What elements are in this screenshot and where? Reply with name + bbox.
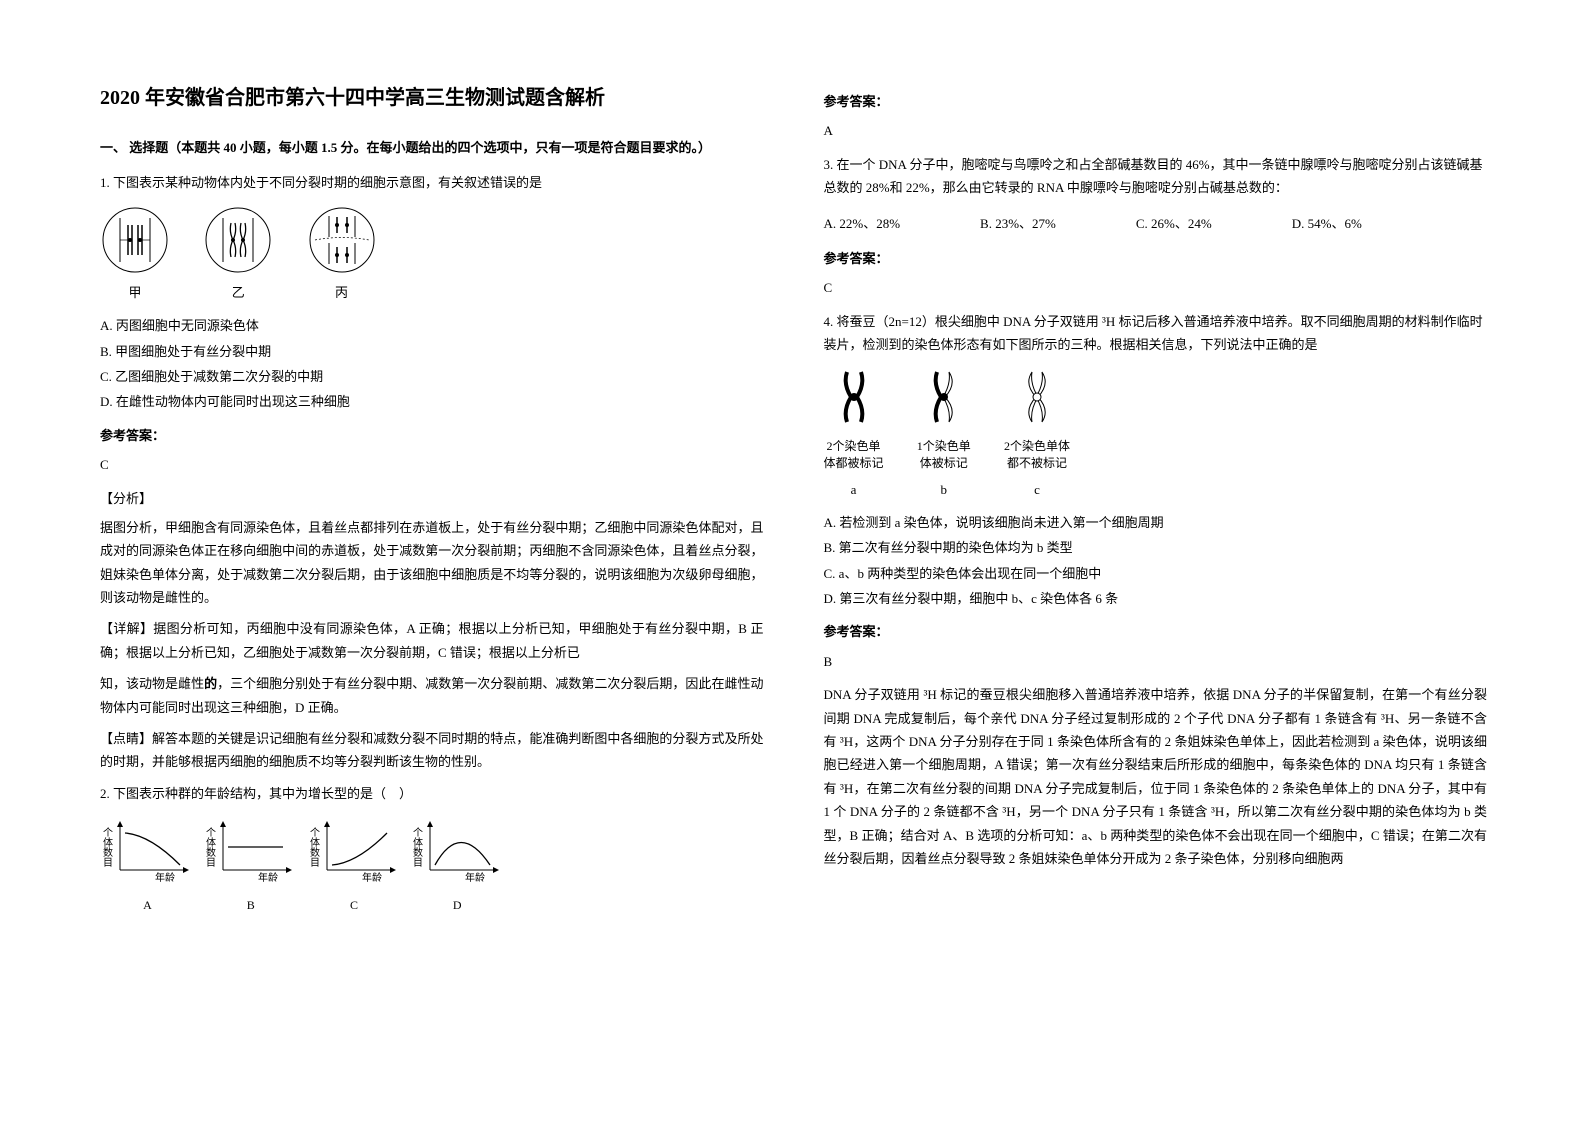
chrom-a-sub: a bbox=[824, 478, 884, 501]
q1-detail-p2: 知，该动物是雌性的，三个细胞分别处于有丝分裂中期、减数第一次分裂前期、减数第二次… bbox=[100, 672, 764, 719]
chrom-b-sub: b bbox=[917, 478, 971, 501]
chart-c-xaxis: 年龄 bbox=[362, 871, 382, 884]
q2-stem: 2. 下图表示种群的年龄结构，其中为增长型的是（ ） bbox=[100, 782, 764, 805]
chart-b-label: B bbox=[203, 895, 298, 917]
q1-detail-p: 【详解】据图分析可知，丙细胞中没有同源染色体，A 正确；根据以上分析已知，甲细胞… bbox=[100, 617, 764, 664]
chart-b: 个体数目 年龄 B bbox=[203, 815, 298, 916]
right-column: 参考答案： A 3. 在一个 DNA 分子中，胞嘧啶与鸟嘌呤之和占全部碱基数目的… bbox=[824, 80, 1488, 1042]
q4-options: A. 若检测到 a 染色体，说明该细胞尚未进入第一个细胞周期 B. 第二次有丝分… bbox=[824, 511, 1488, 611]
chrom-c: 2个染色单体都不被标记 c bbox=[1004, 367, 1070, 501]
q1-answer-label: 参考答案： bbox=[100, 424, 764, 447]
chart-d-yaxis: 个体数目 bbox=[410, 827, 422, 867]
q4-opt-b: B. 第二次有丝分裂中期的染色体均为 b 类型 bbox=[824, 536, 1488, 559]
chart-b-svg: 个体数目 年龄 bbox=[203, 815, 298, 885]
q4-answer-label: 参考答案： bbox=[824, 620, 1488, 643]
q1-stem: 1. 下图表示某种动物体内处于不同分裂时期的细胞示意图，有关叙述错误的是 bbox=[100, 171, 764, 194]
q3-answer: C bbox=[824, 276, 1488, 299]
cell-bing-svg bbox=[307, 205, 377, 275]
q1-opt-a: A. 丙图细胞中无同源染色体 bbox=[100, 314, 764, 337]
q2-answer-label: 参考答案： bbox=[824, 90, 1488, 113]
q1-hint: 【点睛】解答本题的关键是识记细胞有丝分裂和减数分裂不同时期的特点，能准确判断图中… bbox=[100, 727, 764, 774]
q4-opt-c: C. a、b 两种类型的染色体会出现在同一个细胞中 bbox=[824, 562, 1488, 585]
cell-bing: 丙 bbox=[307, 205, 377, 304]
chart-b-yaxis: 个体数目 bbox=[204, 827, 216, 867]
q3-opt-a: A. 22%、28% bbox=[824, 212, 901, 235]
chart-d-svg: 个体数目 年龄 bbox=[410, 815, 505, 885]
chart-d-xaxis: 年龄 bbox=[465, 871, 485, 884]
q4-opt-d: D. 第三次有丝分裂中期，细胞中 b、c 染色体各 6 条 bbox=[824, 587, 1488, 610]
chrom-a: 2个染色单体都被标记 a bbox=[824, 367, 884, 501]
q3-stem: 3. 在一个 DNA 分子中，胞嘧啶与鸟嘌呤之和占全部碱基数目的 46%，其中一… bbox=[824, 153, 1488, 200]
chrom-a-svg bbox=[829, 367, 879, 427]
chart-a: 个体数目 年龄 A bbox=[100, 815, 195, 916]
chart-c-svg: 个体数目 年龄 bbox=[307, 815, 402, 885]
q2-answer: A bbox=[824, 119, 1488, 142]
cell-yi-svg bbox=[203, 205, 273, 275]
chart-a-svg: 个体数目 年龄 bbox=[100, 815, 195, 885]
q1-opt-b: B. 甲图细胞处于有丝分裂中期 bbox=[100, 340, 764, 363]
q3-options: A. 22%、28% B. 23%、27% C. 26%、24% D. 54%、… bbox=[824, 212, 1488, 235]
q3-opt-d: D. 54%、6% bbox=[1292, 212, 1362, 235]
chart-d: 个体数目 年龄 D bbox=[410, 815, 505, 916]
q1-opt-c: C. 乙图细胞处于减数第二次分裂的中期 bbox=[100, 365, 764, 388]
chart-b-xaxis: 年龄 bbox=[258, 871, 278, 884]
left-column: 2020 年安徽省合肥市第六十四中学高三生物测试题含解析 一、 选择题（本题共 … bbox=[100, 80, 764, 1042]
chart-a-label: A bbox=[100, 895, 195, 917]
page-title: 2020 年安徽省合肥市第六十四中学高三生物测试题含解析 bbox=[100, 80, 764, 116]
cell-jia: 甲 bbox=[100, 205, 170, 304]
q1-options: A. 丙图细胞中无同源染色体 B. 甲图细胞处于有丝分裂中期 C. 乙图细胞处于… bbox=[100, 314, 764, 414]
q1-opt-d: D. 在雌性动物体内可能同时出现这三种细胞 bbox=[100, 390, 764, 413]
q4-figure: 2个染色单体都被标记 a 1个染色单体被标记 b 2个染色单体都不被标记 c bbox=[824, 367, 1488, 501]
chart-a-xaxis: 年龄 bbox=[155, 871, 175, 884]
q1-detail-p2-prefix: 知，该动物是雌性 bbox=[100, 676, 204, 691]
chrom-c-svg bbox=[1012, 367, 1062, 427]
q1-figure: 甲 乙 bbox=[100, 205, 764, 304]
section-heading: 一、 选择题（本题共 40 小题，每小题 1.5 分。在每小题给出的四个选项中，… bbox=[100, 136, 764, 159]
q3-answer-label: 参考答案： bbox=[824, 247, 1488, 270]
chart-c-yaxis: 个体数目 bbox=[307, 827, 319, 867]
cell-yi-label: 乙 bbox=[203, 281, 273, 304]
cell-bing-label: 丙 bbox=[307, 281, 377, 304]
cell-jia-label: 甲 bbox=[100, 281, 170, 304]
chrom-b-svg bbox=[919, 367, 969, 427]
q4-explanation: DNA 分子双链用 ³H 标记的蚕豆根尖细胞移入普通培养液中培养，依据 DNA … bbox=[824, 683, 1488, 870]
chrom-c-caption: 2个染色单体都不被标记 bbox=[1004, 438, 1070, 472]
q1-analysis-label: 【分析】 bbox=[100, 487, 764, 510]
q4-answer: B bbox=[824, 650, 1488, 673]
q1-detail-p2-bold: 的 bbox=[204, 676, 217, 691]
chart-a-yaxis: 个体数目 bbox=[101, 827, 113, 867]
chrom-b-caption: 1个染色单体被标记 bbox=[917, 438, 971, 472]
chrom-a-caption: 2个染色单体都被标记 bbox=[824, 438, 884, 472]
chart-c: 个体数目 年龄 C bbox=[307, 815, 402, 916]
q3-opt-c: C. 26%、24% bbox=[1136, 212, 1212, 235]
chrom-b: 1个染色单体被标记 b bbox=[917, 367, 971, 501]
chart-c-label: C bbox=[307, 895, 402, 917]
chart-d-label: D bbox=[410, 895, 505, 917]
q1-answer: C bbox=[100, 453, 764, 476]
cell-jia-svg bbox=[100, 205, 170, 275]
q2-figure: 个体数目 年龄 A 个体数目 年龄 B bbox=[100, 815, 764, 916]
chrom-c-sub: c bbox=[1004, 478, 1070, 501]
q1-analysis-p1: 据图分析，甲细胞含有同源染色体，且着丝点都排列在赤道板上，处于有丝分裂中期；乙细… bbox=[100, 516, 764, 610]
q4-opt-a: A. 若检测到 a 染色体，说明该细胞尚未进入第一个细胞周期 bbox=[824, 511, 1488, 534]
cell-yi: 乙 bbox=[203, 205, 273, 304]
q3-opt-b: B. 23%、27% bbox=[980, 212, 1056, 235]
q4-stem: 4. 将蚕豆（2n=12）根尖细胞中 DNA 分子双链用 ³H 标记后移入普通培… bbox=[824, 310, 1488, 357]
